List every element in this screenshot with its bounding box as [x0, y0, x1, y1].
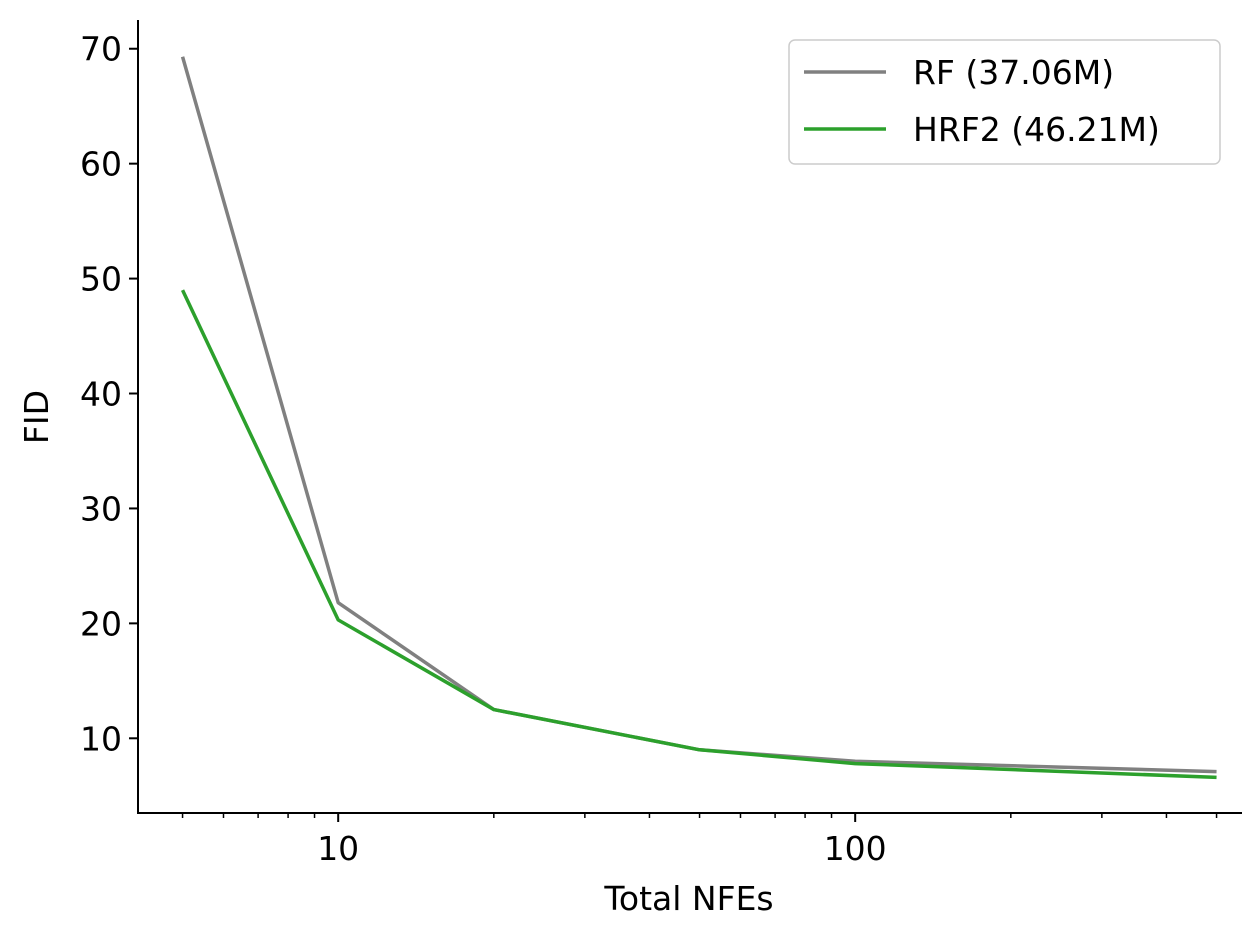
- y-tick-label: 50: [80, 260, 122, 299]
- legend-label-hrf2: HRF2 (46.21M): [913, 110, 1160, 149]
- legend: RF (37.06M) HRF2 (46.21M): [788, 39, 1221, 165]
- x-axis-label: Total NFEs: [603, 879, 773, 918]
- series-line-hrf2: [180, 289, 1217, 780]
- x-tick-label: 10: [317, 829, 359, 868]
- y-tick-label: 10: [80, 719, 122, 758]
- y-axis-label: FID: [17, 390, 56, 444]
- x-ticks: 10 100: [181, 813, 1218, 868]
- x-tick-label: 100: [824, 829, 887, 868]
- y-tick-label: 20: [80, 604, 122, 643]
- y-tick-label: 60: [80, 145, 122, 184]
- legend-box: [788, 39, 1221, 165]
- plot-lines: [180, 56, 1217, 780]
- axes: [137, 20, 1242, 814]
- y-tick-label: 30: [80, 489, 122, 528]
- y-tick-label: 40: [80, 375, 122, 414]
- legend-label-rf: RF (37.06M): [913, 53, 1114, 92]
- y-tick-label: 70: [80, 30, 122, 69]
- y-ticks: 10 20 30 40 50 60 70: [80, 30, 138, 758]
